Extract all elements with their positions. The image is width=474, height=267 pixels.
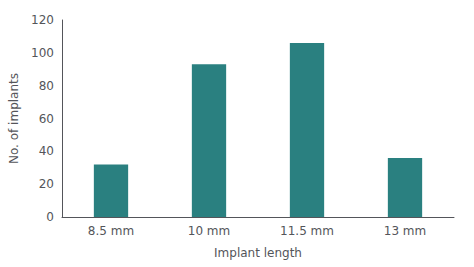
svg-text:8.5 mm: 8.5 mm: [88, 224, 134, 238]
svg-text:10 mm: 10 mm: [188, 224, 230, 238]
svg-text:120: 120: [31, 13, 54, 27]
svg-text:60: 60: [39, 112, 54, 126]
svg-text:11.5 mm: 11.5 mm: [280, 224, 334, 238]
svg-text:40: 40: [39, 144, 54, 158]
svg-text:100: 100: [31, 46, 54, 60]
svg-text:13 mm: 13 mm: [384, 224, 426, 238]
svg-text:Implant length: Implant length: [214, 246, 302, 260]
svg-text:0: 0: [46, 210, 54, 224]
svg-text:80: 80: [39, 79, 54, 93]
svg-text:20: 20: [39, 177, 54, 191]
svg-text:No. of implants: No. of implants: [7, 73, 21, 164]
